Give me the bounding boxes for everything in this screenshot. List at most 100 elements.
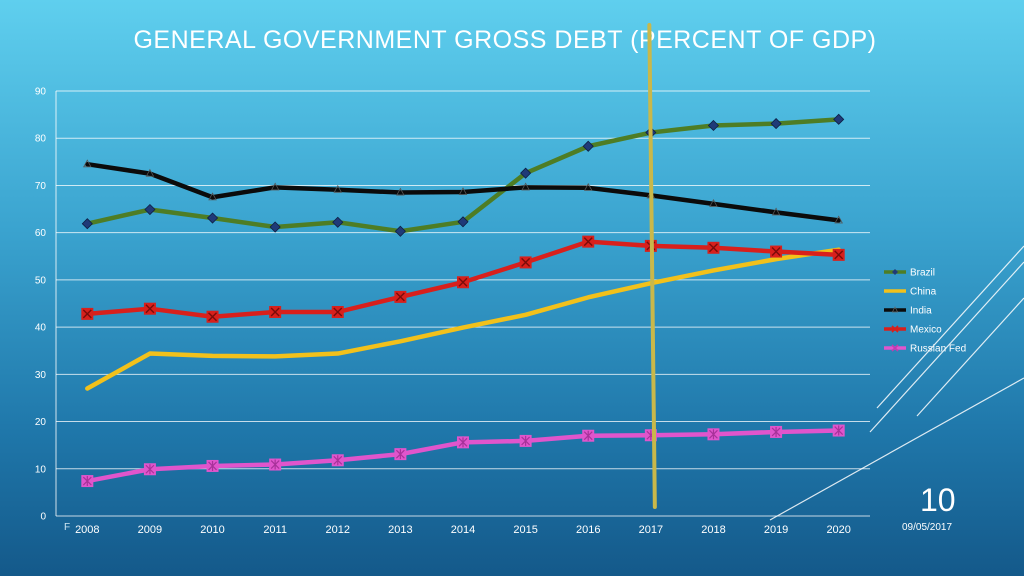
x-tick-label: 2019 bbox=[764, 524, 788, 536]
india-point bbox=[208, 192, 217, 201]
x-tick-label: 2008 bbox=[75, 524, 99, 536]
legend-label: China bbox=[910, 287, 937, 298]
brazil-point bbox=[707, 119, 720, 132]
mexico-point-cross bbox=[834, 250, 844, 260]
series-russian-fed bbox=[81, 424, 845, 488]
slide-date: 09/05/2017 bbox=[902, 522, 953, 533]
y-tick-label: 10 bbox=[35, 464, 47, 475]
legend-label: Brazil bbox=[910, 268, 935, 279]
series-india bbox=[83, 159, 843, 224]
decorative-lines bbox=[769, 245, 1024, 521]
brazil-point bbox=[206, 212, 219, 224]
x-tick-label: 2010 bbox=[200, 524, 224, 536]
slide-title: GENERAL GOVERNMENT GROSS DEBT (PERCENT O… bbox=[133, 26, 877, 54]
brazil-point bbox=[144, 203, 156, 216]
x-tick-label: 2014 bbox=[451, 524, 475, 536]
decorative-line bbox=[876, 245, 1024, 409]
mexico-point-cross bbox=[145, 304, 155, 314]
y-tick-label: 0 bbox=[40, 512, 46, 523]
y-tick-label: 60 bbox=[35, 228, 47, 239]
vertical-marker-line bbox=[647, 23, 657, 509]
legend-label: Mexico bbox=[910, 325, 942, 336]
legend-label: Russian Fed bbox=[910, 344, 966, 355]
legend: Brazil China India Mexico Russian Fed bbox=[884, 268, 966, 355]
mexico-point-cross bbox=[270, 307, 280, 317]
brazil-point bbox=[582, 140, 594, 152]
russia-point-star bbox=[771, 426, 781, 437]
india-point bbox=[709, 199, 718, 207]
brazil-point bbox=[520, 167, 532, 179]
y-tick-label: 40 bbox=[35, 323, 47, 334]
brazil-point bbox=[81, 218, 93, 230]
legend-item: India bbox=[884, 306, 932, 317]
series-china bbox=[85, 247, 841, 391]
india-point bbox=[270, 182, 280, 191]
mexico-point-cross bbox=[208, 312, 218, 322]
russia-point-star bbox=[709, 429, 718, 440]
y-axis: 0 10 20 30 40 50 60 70 80 90 bbox=[35, 87, 57, 523]
mexico-point-cross bbox=[458, 277, 468, 287]
russia-point-star bbox=[145, 464, 155, 475]
india-point bbox=[834, 215, 843, 224]
legend-marker bbox=[891, 306, 899, 313]
india-point bbox=[83, 159, 92, 168]
x-tick-label: 2018 bbox=[701, 524, 725, 536]
india-point bbox=[333, 184, 343, 193]
legend-label: India bbox=[910, 306, 932, 317]
x-tick-label: 2016 bbox=[576, 524, 600, 536]
brazil-point bbox=[332, 216, 344, 228]
mexico-point-cross bbox=[521, 257, 531, 267]
x-tick-label: 2009 bbox=[138, 524, 162, 536]
russia-point-star bbox=[521, 435, 531, 446]
brazil-point bbox=[269, 221, 281, 233]
decorative-line bbox=[916, 297, 1024, 417]
gridlines bbox=[56, 90, 870, 517]
y-tick-label: 30 bbox=[35, 370, 47, 381]
x-axis: 2008 2009 2010 2011 2012 2013 2014 2015 2016 2017… bbox=[75, 524, 851, 536]
series-brazil bbox=[81, 113, 845, 237]
mexico-point-cross bbox=[583, 237, 593, 247]
legend-item: Russian Fed bbox=[884, 344, 966, 355]
series-line bbox=[85, 117, 841, 234]
x-tick-label: 2012 bbox=[326, 524, 350, 536]
brazil-point bbox=[457, 216, 469, 228]
russia-point-star bbox=[458, 437, 468, 448]
russia-point-star bbox=[270, 459, 280, 470]
russia-point-star bbox=[82, 476, 92, 487]
india-point bbox=[521, 182, 530, 191]
india-point bbox=[771, 207, 781, 216]
mexico-point-cross bbox=[395, 292, 405, 302]
vertical-marker bbox=[647, 23, 657, 509]
legend-marker bbox=[892, 269, 898, 275]
mexico-point-cross bbox=[708, 243, 718, 253]
slide-number: 10 bbox=[920, 482, 956, 518]
series-line bbox=[85, 161, 841, 223]
decorative-line bbox=[869, 261, 1024, 433]
x-tick-label: 2013 bbox=[388, 524, 412, 536]
mexico-point-cross bbox=[333, 307, 343, 317]
decorative-line bbox=[769, 377, 1024, 521]
series-line bbox=[85, 247, 841, 391]
india-point bbox=[396, 187, 405, 196]
brazil-point bbox=[394, 225, 406, 237]
y-tick-label: 90 bbox=[35, 87, 47, 98]
slide-footer: F bbox=[64, 522, 71, 533]
legend-marker bbox=[891, 325, 899, 333]
legend-marker bbox=[891, 344, 899, 352]
x-tick-label: 2015 bbox=[513, 524, 537, 536]
brazil-point bbox=[770, 118, 782, 130]
legend-item: Brazil bbox=[884, 268, 935, 279]
x-tick-label: 2020 bbox=[826, 524, 850, 536]
russia-point-star bbox=[583, 430, 593, 441]
series-lines bbox=[81, 113, 845, 488]
y-tick-label: 70 bbox=[35, 181, 47, 192]
india-point bbox=[145, 168, 155, 177]
russia-point-star bbox=[395, 449, 405, 460]
mexico-point-cross bbox=[771, 247, 781, 257]
x-tick-label: 2011 bbox=[263, 524, 287, 536]
series-mexico bbox=[81, 235, 845, 323]
legend-item: China bbox=[884, 287, 937, 298]
russia-point-star bbox=[834, 425, 844, 436]
legend-item: Mexico bbox=[884, 325, 942, 336]
